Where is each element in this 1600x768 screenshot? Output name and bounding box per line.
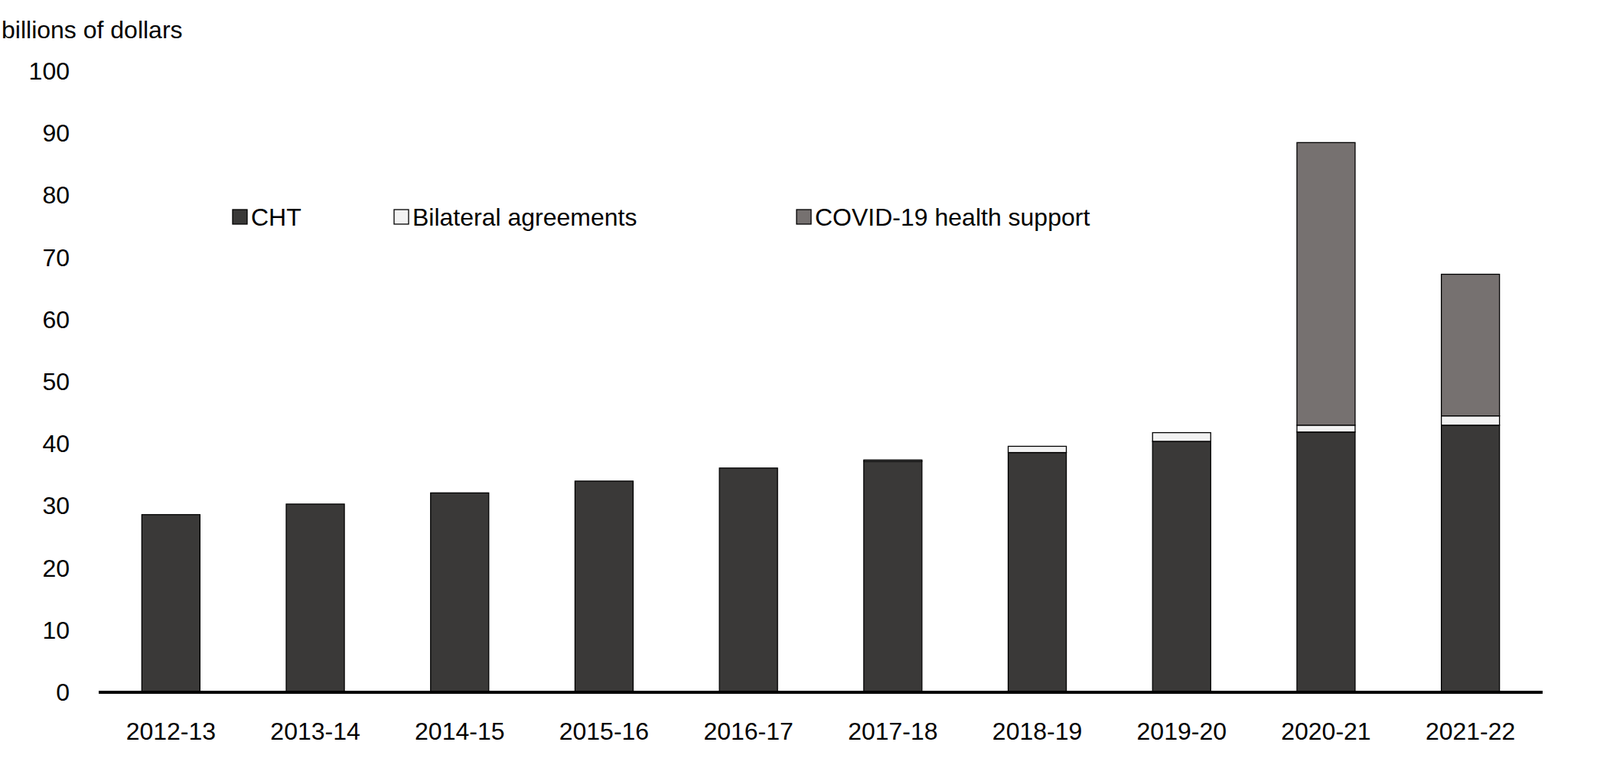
chart: billions of dollars 0 10 20 30 40 50 60 70 80 90 10… xyxy=(0,0,1600,768)
y-tick-label: 80 xyxy=(42,181,70,209)
bar xyxy=(574,481,633,693)
bar xyxy=(719,467,778,469)
x-tick-label: 2014-15 xyxy=(414,717,505,746)
legend-label: COVID-19 health support xyxy=(814,203,1090,232)
y-tick xyxy=(95,71,99,72)
y-tick-label: 40 xyxy=(42,430,70,458)
bar xyxy=(574,480,633,482)
bar xyxy=(574,480,633,482)
legend-swatch xyxy=(232,209,248,225)
bar xyxy=(863,461,923,693)
bar xyxy=(1441,274,1500,417)
y-tick xyxy=(95,443,99,445)
y-tick-label: 100 xyxy=(29,57,70,85)
y-axis-label: billions of dollars xyxy=(1,16,183,44)
y-tick xyxy=(95,629,99,631)
bar xyxy=(1296,432,1356,693)
y-tick-label: 20 xyxy=(42,554,70,583)
y-tick-label: 50 xyxy=(42,368,70,396)
legend-label: CHT xyxy=(250,203,302,232)
y-tick-label: 10 xyxy=(42,616,70,645)
bar xyxy=(1152,441,1211,693)
y-tick xyxy=(95,319,99,320)
x-tick-label: 2012-13 xyxy=(126,717,216,746)
x-tick-label: 2013-14 xyxy=(270,717,360,746)
bar xyxy=(1008,452,1067,693)
bar xyxy=(1152,433,1211,442)
x-tick-label: 2019-20 xyxy=(1137,717,1227,746)
x-tick-label: 2021-22 xyxy=(1425,717,1516,746)
y-tick-label: 90 xyxy=(42,119,70,147)
bar xyxy=(1441,425,1500,693)
bar xyxy=(863,459,923,462)
x-axis xyxy=(98,690,1543,695)
bar xyxy=(430,492,489,693)
bar xyxy=(719,467,778,469)
y-tick xyxy=(95,692,99,694)
x-tick-label: 2018-19 xyxy=(992,717,1082,746)
bar xyxy=(141,514,200,693)
y-tick-label: 30 xyxy=(42,492,70,520)
bar xyxy=(1152,432,1211,434)
bar xyxy=(1296,425,1356,433)
bar xyxy=(863,459,923,461)
bar xyxy=(141,514,200,515)
bar xyxy=(1441,416,1500,426)
y-tick xyxy=(95,133,99,134)
bar xyxy=(1296,142,1356,425)
y-tick-label: 0 xyxy=(55,678,70,707)
y-tick xyxy=(95,381,99,383)
y-tick xyxy=(95,195,99,196)
y-tick-label: 60 xyxy=(42,306,70,334)
bar xyxy=(141,514,200,515)
bar xyxy=(286,504,345,693)
bar xyxy=(286,503,345,505)
legend-swatch xyxy=(394,209,409,225)
y-tick xyxy=(95,505,99,507)
bar xyxy=(1008,446,1067,447)
x-tick-label: 2015-16 xyxy=(559,717,649,746)
x-tick-label: 2020-21 xyxy=(1280,717,1371,746)
y-tick xyxy=(95,257,99,258)
x-tick-label: 2016-17 xyxy=(703,717,793,746)
x-tick-label: 2017-18 xyxy=(847,717,938,746)
bar xyxy=(1008,446,1067,453)
y-tick-label: 70 xyxy=(42,244,70,272)
legend-swatch xyxy=(796,209,812,225)
bar xyxy=(719,468,778,693)
bars xyxy=(141,142,1499,693)
bar xyxy=(286,503,345,505)
legend-label: Bilateral agreements xyxy=(412,203,637,232)
bar xyxy=(430,492,489,494)
y-tick xyxy=(95,567,99,569)
bar xyxy=(430,492,489,494)
